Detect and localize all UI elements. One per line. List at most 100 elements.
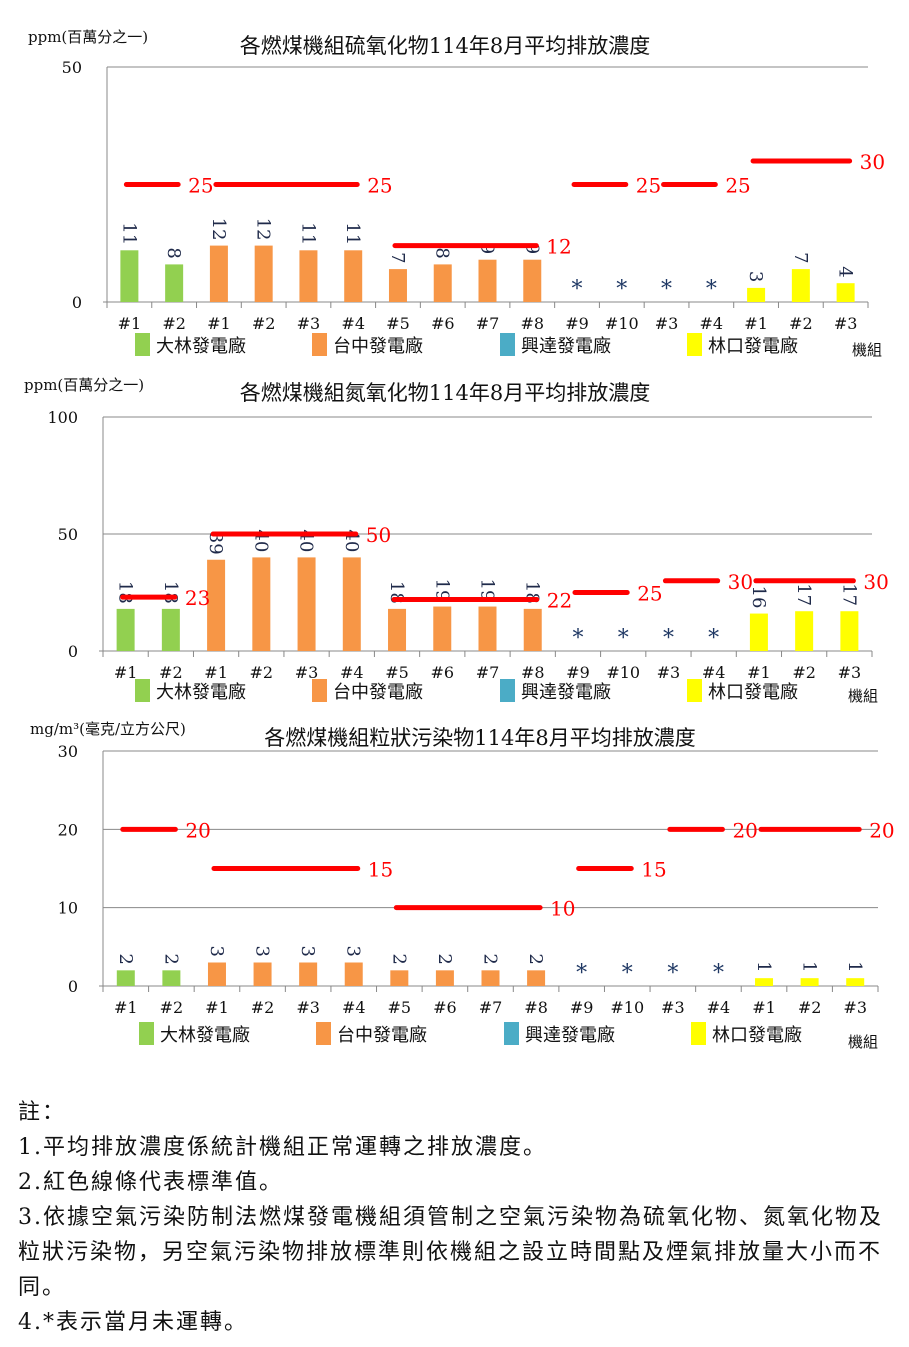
data-label: 1 [799,961,820,972]
not-running-marker: * [572,626,583,651]
x-axis-label: 機組 [848,687,878,705]
not-running-marker: * [713,961,724,986]
legend-swatch [500,333,515,356]
y-tick-label: 20 [58,820,78,839]
x-tick-label: #6 [433,998,457,1017]
bar [791,269,810,302]
data-label: 7 [387,252,408,263]
limit-label: 25 [188,174,213,198]
limit-label: 25 [367,174,392,198]
x-tick-label: #2 [252,314,276,333]
data-label: 2 [388,953,409,964]
x-tick-label: #2 [792,663,816,682]
y-axis-label: mg/m³(毫克/立方公尺) [30,720,186,738]
limit-label: 15 [641,858,666,882]
x-tick-label: #4 [341,314,365,333]
bar [749,613,768,651]
legend-label: 大林發電廠 [156,681,246,703]
bar [254,245,273,302]
bar [342,557,361,651]
y-tick-label: 50 [62,58,82,77]
data-label: 12 [253,218,274,241]
note-item-4: 4.*表示當月未運轉。 [18,1310,248,1335]
not-running-marker: * [663,626,674,651]
x-tick-label: #9 [566,663,590,682]
data-label: 11 [297,222,318,245]
legend-swatch [500,679,515,702]
x-tick-label: #1 [204,663,228,682]
data-label: 9 [521,243,542,254]
limit-label: 25 [725,174,750,198]
x-tick-label: #6 [431,314,455,333]
bar [390,970,409,986]
data-label: 1 [753,961,774,972]
legend-label: 林口發電廠 [712,1024,802,1046]
x-tick-label: #4 [700,314,724,333]
data-label: 18 [115,581,136,604]
x-tick-label: #1 [114,998,138,1017]
legend-swatch [691,1022,706,1045]
bar [297,557,316,651]
limit-label: 50 [366,523,391,547]
limit-label: 22 [547,589,572,613]
bar [795,611,814,651]
legend-swatch [135,333,150,356]
x-tick-label: #10 [605,314,639,333]
y-axis-label: ppm(百萬分之一) [24,376,144,394]
legend-swatch [312,333,327,356]
x-tick-label: #5 [386,314,410,333]
x-tick-label: #4 [707,998,731,1017]
legend-label: 台中發電廠 [333,335,423,357]
x-tick-label: #2 [162,314,186,333]
bar [478,259,497,302]
legend-label: 興達發電廠 [521,335,611,357]
legend-label: 林口發電廠 [708,335,798,357]
chart-title: 各燃煤機組硫氧化物114年8月平均排放濃度 [240,34,650,58]
chart-title: 各燃煤機組粒狀污染物114年8月平均排放濃度 [264,726,695,750]
limit-label: 30 [728,570,753,594]
limit-label: 25 [636,174,661,198]
data-label: 3 [297,946,318,957]
x-tick-label: #3 [295,663,319,682]
bar [162,970,181,986]
data-label: 17 [793,583,814,606]
data-label: 17 [838,583,859,606]
bar [299,250,318,302]
legend-label: 台中發電廠 [333,681,423,703]
bar [344,250,363,302]
x-tick-label: #1 [207,314,231,333]
y-tick-label: 0 [68,642,78,661]
bar [747,287,766,302]
x-tick-label: #2 [160,998,184,1017]
x-tick-label: #3 [834,314,858,333]
x-tick-label: #2 [251,998,275,1017]
x-tick-label: #1 [205,998,229,1017]
data-label: 9 [477,243,498,254]
bar [299,962,318,986]
x-tick-label: #5 [388,998,412,1017]
x-tick-label: #8 [520,314,544,333]
y-tick-label: 50 [58,525,78,544]
notes: 註： 1.平均排放濃度係統計機組正常運轉之排放濃度。 2.紅色線條代表標準值。 … [18,1095,903,1340]
not-running-marker: * [706,277,717,302]
limit-label: 23 [185,586,210,610]
x-tick-label: #7 [476,314,500,333]
x-tick-label: #3 [297,314,321,333]
limit-label: 20 [869,818,894,842]
note-item-1: 1.平均排放濃度係統計機組正常運轉之排放濃度。 [18,1135,547,1160]
x-tick-label: #8 [521,663,545,682]
limit-label: 12 [546,235,571,259]
y-tick-label: 100 [47,408,78,427]
bar [433,606,452,651]
limit-label: 30 [863,570,888,594]
x-tick-label: #2 [159,663,183,682]
x-tick-label: #1 [114,663,138,682]
x-tick-label: #5 [385,663,409,682]
data-label: 19 [431,579,452,602]
bar [433,264,452,302]
x-tick-label: #1 [747,663,771,682]
limit-label: 20 [185,818,210,842]
bar [478,606,497,651]
legend-swatch [504,1022,519,1045]
y-axis-label: ppm(百萬分之一) [28,28,148,46]
